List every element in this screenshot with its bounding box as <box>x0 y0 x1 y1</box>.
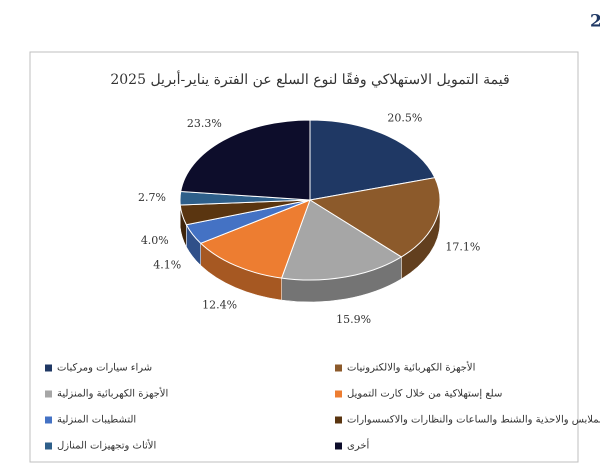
legend-swatch <box>45 443 52 450</box>
legend-swatch <box>45 417 52 424</box>
data-label: 17.1% <box>445 241 480 254</box>
legend-label: الملابس والاحذية والشنط والساعات والنظار… <box>347 415 600 426</box>
legend-label: الأثاث وتجهيزات المنازل <box>57 440 156 452</box>
data-label: 2.7% <box>138 191 166 204</box>
legend-swatch <box>45 391 52 398</box>
legend-swatch <box>335 443 342 450</box>
data-label: 23.3% <box>187 117 222 130</box>
legend-swatch <box>335 417 342 424</box>
heading: 2.2. قيمة التمويل الاستهلاكي وفقًا لنوع … <box>590 9 600 32</box>
legend-label: الأجهزة الكهربائية والالكترونيات <box>347 362 475 374</box>
data-label: 20.5% <box>387 111 422 124</box>
legend-label: سلع إستهلاكية من خلال كارت التمويل <box>347 389 502 400</box>
data-label: 15.9% <box>336 313 371 326</box>
legend-swatch <box>45 365 52 372</box>
data-label: 4.0% <box>141 234 169 247</box>
data-label: 4.1% <box>153 259 181 272</box>
legend-label: الأجهزة الكهربائية والمنزلية <box>57 388 168 400</box>
legend-label: التشطيبات المنزلية <box>57 415 136 426</box>
legend-label: أخرى <box>347 439 370 452</box>
legend-swatch <box>335 391 342 398</box>
data-label: 12.4% <box>202 299 237 312</box>
chart-title: قيمة التمويل الاستهلاكي وفقًا لنوع السلع… <box>110 69 509 88</box>
legend-swatch <box>335 365 342 372</box>
legend-label: شراء سيارات ومركبات <box>57 363 152 374</box>
